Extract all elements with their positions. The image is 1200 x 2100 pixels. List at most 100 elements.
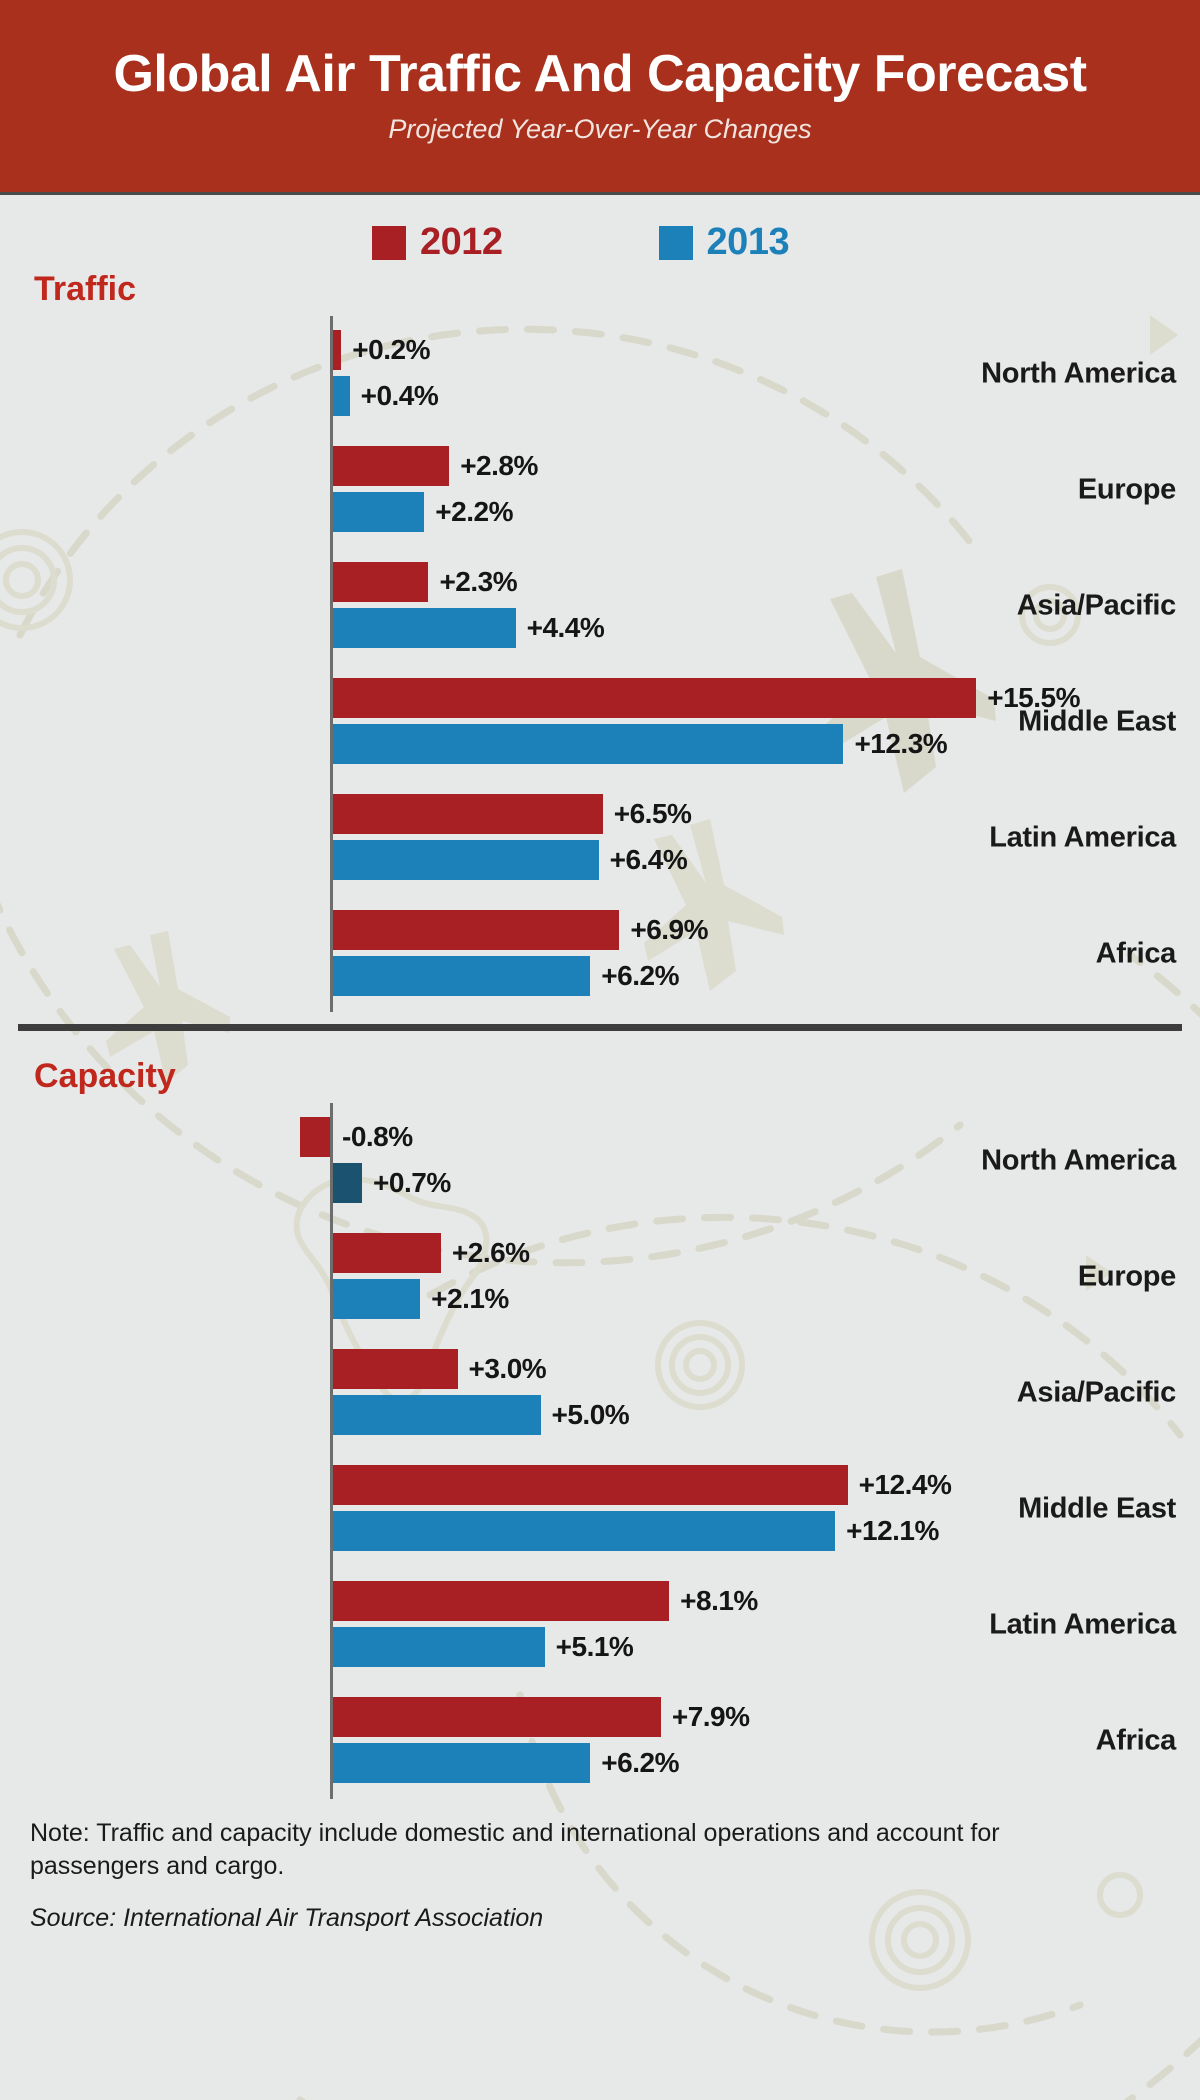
row-label-middle-east: Middle East bbox=[1018, 705, 1176, 738]
footnote-text: Note: Traffic and capacity include domes… bbox=[30, 1819, 1000, 1880]
zero-axis-line bbox=[330, 1567, 333, 1683]
bar-2013-africa bbox=[333, 1743, 591, 1783]
bar-value-label: +8.1% bbox=[680, 1585, 758, 1616]
row-label-latin-america: Latin America bbox=[989, 821, 1176, 854]
row-plot: +12.4% +12.1% bbox=[330, 1451, 1200, 1567]
bar-value-label: +5.1% bbox=[555, 1631, 634, 1662]
zero-axis-line bbox=[330, 548, 333, 664]
chart-legend: 2012 2013 bbox=[372, 195, 1200, 274]
capacity-rows: North America -0.8% +0.7% Europe +2.6% +2.1% A… bbox=[0, 1031, 1200, 1799]
bar-2013-asia-pacific bbox=[333, 1395, 541, 1435]
bar-2013-north-america bbox=[333, 1163, 363, 1203]
bar-value-label: +6.5% bbox=[613, 798, 692, 829]
chart-row: Latin America +6.5% +6.4% bbox=[0, 780, 1200, 896]
legend-swatch-2012-icon bbox=[372, 225, 406, 260]
zero-axis-line bbox=[330, 432, 333, 548]
bar-2013-asia-pacific bbox=[333, 608, 516, 648]
zero-axis-line bbox=[330, 1451, 333, 1567]
chart-row: Middle East +12.4% +12.1% bbox=[0, 1451, 1200, 1567]
section-divider bbox=[18, 1024, 1182, 1031]
chart-row: North America +0.2% +0.4% bbox=[0, 316, 1200, 432]
bar-2012-asia-pacific bbox=[333, 1349, 458, 1389]
bar-value-label: +6.2% bbox=[601, 1747, 679, 1778]
bar-2012-middle-east bbox=[333, 1465, 848, 1505]
page-subtitle: Projected Year-Over-Year Changes bbox=[388, 113, 812, 144]
row-plot: +0.2% +0.4% bbox=[330, 316, 1200, 432]
zero-axis-line bbox=[330, 780, 333, 896]
row-plot: +7.9% +6.2% bbox=[330, 1683, 1200, 1799]
row-plot: +2.8% +2.2% bbox=[330, 432, 1200, 548]
traffic-section-title: Traffic bbox=[34, 270, 137, 308]
legend-swatch-2013-icon bbox=[658, 225, 693, 260]
chart-row: Latin America +8.1% +5.1% bbox=[0, 1567, 1200, 1683]
bar-2012-europe bbox=[333, 1233, 441, 1273]
row-plot: +2.3% +4.4% bbox=[330, 548, 1200, 664]
chart-row: Middle East +15.5% +12.3% bbox=[0, 664, 1200, 780]
bar-2012-north-america bbox=[299, 1117, 333, 1157]
zero-axis-line bbox=[330, 1219, 333, 1335]
bar-2013-africa bbox=[333, 956, 591, 996]
zero-axis-line bbox=[330, 1103, 333, 1219]
bar-2013-middle-east bbox=[333, 1511, 836, 1551]
page-footer: Note: Traffic and capacity include domes… bbox=[0, 1799, 1200, 1933]
row-plot: +3.0% +5.0% bbox=[330, 1335, 1200, 1451]
bar-2012-latin-america bbox=[333, 1581, 670, 1621]
zero-axis-line bbox=[330, 896, 333, 1012]
bar-value-label: +6.2% bbox=[601, 960, 679, 991]
chart-row: Asia/Pacific +3.0% +5.0% bbox=[0, 1335, 1200, 1451]
bar-value-label: +6.9% bbox=[630, 914, 709, 945]
bar-value-label: +6.4% bbox=[609, 844, 688, 875]
bar-value-label: +2.8% bbox=[460, 450, 538, 481]
chart-row: North America -0.8% +0.7% bbox=[0, 1103, 1200, 1219]
chart-row: Africa +7.9% +6.2% bbox=[0, 1683, 1200, 1799]
chart-row: Europe +2.8% +2.2% bbox=[0, 432, 1200, 548]
bar-value-label: +0.4% bbox=[360, 380, 439, 411]
bar-value-label: +2.6% bbox=[451, 1237, 530, 1268]
bar-value-label: +0.2% bbox=[352, 334, 430, 365]
bar-2013-europe bbox=[333, 492, 425, 532]
traffic-section: Traffic North America +0.2% +0.4% Europe +2.… bbox=[0, 270, 1200, 1012]
capacity-section: Capacity North America -0.8% +0.7% Europe +2… bbox=[0, 1031, 1200, 1799]
bar-value-label: +7.9% bbox=[671, 1701, 750, 1732]
chart-row: Europe +2.6% +2.1% bbox=[0, 1219, 1200, 1335]
chart-row: Asia/Pacific +2.3% +4.4% bbox=[0, 548, 1200, 664]
bar-2013-latin-america bbox=[333, 1627, 545, 1667]
traffic-panel: Traffic North America +0.2% +0.4% Europe +2.… bbox=[0, 270, 1200, 1012]
zero-axis-line bbox=[330, 1335, 333, 1451]
bar-2012-africa bbox=[333, 1697, 661, 1737]
row-plot: +6.9% +6.2% bbox=[330, 896, 1200, 1012]
legend-label-2012: 2012 bbox=[420, 221, 503, 263]
bar-2013-north-america bbox=[333, 376, 350, 416]
row-plot: +15.5% +12.3% bbox=[330, 664, 1200, 780]
bar-2013-middle-east bbox=[333, 724, 844, 764]
row-label-europe: Europe bbox=[1077, 473, 1176, 506]
page-header: Global Air Traffic And Capacity Forecast… bbox=[0, 0, 1200, 195]
source-text: Source: International Air Transport Asso… bbox=[30, 1904, 544, 1932]
bar-value-label: +3.0% bbox=[468, 1353, 547, 1384]
bar-value-label: +12.4% bbox=[858, 1469, 952, 1500]
bar-value-label: +12.1% bbox=[846, 1515, 939, 1546]
bar-2013-latin-america bbox=[333, 840, 599, 880]
traffic-rows: North America +0.2% +0.4% Europe +2.8% +2.2% A… bbox=[0, 274, 1200, 1012]
bar-value-label: +15.5% bbox=[987, 682, 1080, 713]
bar-value-label: +2.3% bbox=[439, 566, 518, 597]
row-plot: +2.6% +2.1% bbox=[330, 1219, 1200, 1335]
bar-2013-europe bbox=[333, 1279, 421, 1319]
bar-value-label: +12.3% bbox=[854, 728, 948, 759]
row-plot: +8.1% +5.1% bbox=[330, 1567, 1200, 1683]
bar-2012-north-america bbox=[333, 330, 342, 370]
bar-value-label: +5.0% bbox=[551, 1399, 630, 1430]
chart-row: Africa +6.9% +6.2% bbox=[0, 896, 1200, 1012]
bar-2012-europe bbox=[333, 446, 450, 486]
legend-label-2013: 2013 bbox=[706, 221, 790, 263]
zero-axis-line bbox=[330, 664, 333, 780]
zero-axis-line bbox=[330, 316, 333, 432]
bar-2012-africa bbox=[333, 910, 620, 950]
bar-value-label: +4.4% bbox=[526, 612, 605, 643]
page-title: Global Air Traffic And Capacity Forecast bbox=[113, 45, 1087, 104]
zero-axis-line bbox=[330, 1683, 333, 1799]
row-plot: +6.5% +6.4% bbox=[330, 780, 1200, 896]
bar-2012-middle-east bbox=[333, 678, 977, 718]
bar-value-label: -0.8% bbox=[342, 1121, 413, 1152]
